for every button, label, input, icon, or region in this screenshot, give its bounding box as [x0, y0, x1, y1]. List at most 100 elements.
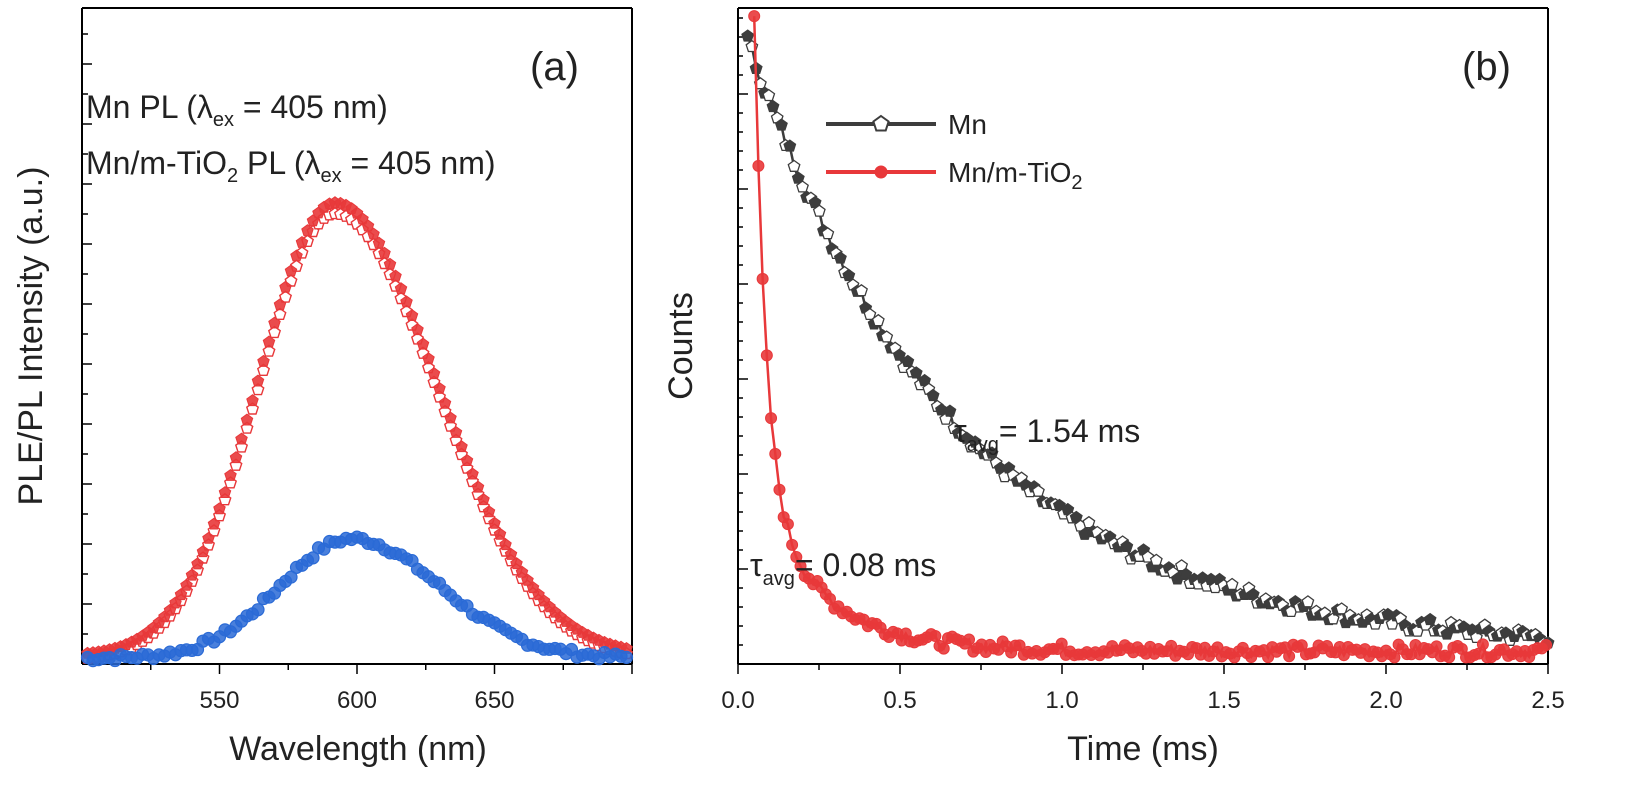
data-point-mn-pl — [218, 486, 232, 498]
data-point-mn — [1179, 567, 1193, 580]
legend-mn-label: Mn — [948, 109, 987, 140]
data-point-mn-pl-open — [256, 363, 271, 376]
data-point-mn — [766, 99, 780, 113]
data-point-mn-tio2 — [937, 642, 950, 655]
data-point-mn-pl — [405, 309, 419, 321]
data-point-mn-tio2 — [929, 629, 942, 642]
x-tick-label: 550 — [199, 687, 239, 714]
data-point-mn — [796, 180, 809, 193]
data-point-mn-pl — [185, 568, 199, 581]
data-point-mn-pl — [466, 467, 479, 480]
data-point-mn — [812, 204, 826, 217]
data-point-mn-pl — [180, 578, 193, 591]
data-point-mn-pl — [246, 394, 259, 407]
panel-b-legend: Mn Mn/m-TiO2 — [826, 109, 1083, 194]
data-point-mn-pl — [367, 227, 380, 240]
data-point-mn-tio2 — [963, 633, 976, 646]
data-point-mn-pl — [471, 480, 485, 493]
data-point-mn-pl — [394, 282, 408, 295]
data-point-mn — [1120, 539, 1134, 553]
data-point-mn — [1175, 559, 1189, 572]
x-tick-label: 1.5 — [1207, 687, 1240, 714]
data-point-mn — [892, 348, 906, 361]
data-point-mn-pl-open — [278, 290, 293, 303]
panel-a-annotation-mn-tio2: Mn/m-TiO2 PL (λex = 405 nm) — [86, 145, 496, 187]
data-point-mn-pl — [361, 219, 375, 232]
data-point-mn-pl — [449, 425, 463, 438]
data-point-mn — [985, 446, 999, 459]
data-point-mn — [1225, 577, 1239, 591]
data-point-mn-tio2-pl — [284, 570, 298, 584]
data-point-mn — [1423, 612, 1437, 626]
panel-a-y-ticks — [82, 33, 92, 635]
legend-mn-pentagon — [872, 114, 890, 132]
data-point-mn — [1335, 602, 1349, 615]
data-point-mn-pl — [515, 565, 529, 578]
panel-b-chart: 0.0 0.5 1.0 1.5 2.0 2.5 (b) Mn Mn/m-TiO2 τavg… — [662, 7, 1565, 768]
data-point-mn-tio2 — [1430, 640, 1443, 653]
panel-a-x-ticks: 550 600 650 — [150, 664, 633, 714]
legend-mn-tio2-label: Mn/m-TiO2 — [948, 157, 1083, 194]
data-point-mn-tio2 — [794, 560, 807, 573]
data-point-mn-tio2-pl — [251, 603, 265, 617]
panel-b-y-ticks — [738, 17, 748, 646]
data-point-mn-tio2 — [1540, 638, 1553, 651]
tau-avg-mn-tio2-annotation: τavg= 0.08 ms — [750, 547, 936, 590]
data-point-mn-pl — [207, 517, 221, 530]
data-point-mn — [774, 118, 788, 131]
data-point-mn — [854, 284, 868, 297]
data-point-mn-pl — [257, 354, 270, 367]
data-point-mn-tio2 — [748, 10, 761, 23]
data-point-mn-pl — [290, 249, 303, 262]
data-point-mn-tio2 — [756, 272, 769, 285]
data-point-mn — [741, 29, 755, 42]
data-point-mn-pl — [229, 451, 243, 464]
panel-a-label: (a) — [530, 45, 579, 89]
data-point-mn-pl — [262, 335, 276, 348]
data-point-mn-pl — [482, 505, 496, 518]
panel-a-chart: 550 600 650 (a) Mn PL (λex = 405 nm) Mn/m-… — [12, 7, 634, 768]
data-point-mn-tio2-pl — [619, 650, 634, 664]
data-point-mn-pl — [301, 224, 314, 237]
data-point-mn-pl — [268, 316, 281, 329]
data-point-mn-pl — [213, 502, 226, 515]
panel-a-y-axis-title: PLE/PL Intensity (a.u.) — [12, 167, 50, 506]
data-point-mn-pl — [235, 432, 248, 445]
data-point-mn-tio2 — [781, 518, 794, 531]
x-tick-label: 0.5 — [883, 687, 916, 714]
data-point-mn-pl — [284, 264, 298, 277]
data-point-mn — [762, 88, 776, 102]
data-point-mn-pl — [411, 323, 424, 336]
data-point-mn-tio2 — [1283, 650, 1296, 663]
data-point-mn — [909, 366, 923, 379]
data-point-mn-pl — [416, 337, 430, 350]
data-point-mn-pl — [196, 545, 210, 558]
panel-a-x-axis-title: Wavelength (nm) — [229, 730, 487, 768]
data-point-mn-tio2 — [773, 483, 786, 496]
panel-b-data-points — [741, 10, 1555, 664]
data-point-mn-pl — [499, 538, 512, 551]
legend-mn-tio2-circle — [874, 165, 888, 179]
data-point-mn — [880, 330, 894, 343]
panel-a-annotation-mn: Mn PL (λex = 405 nm) — [86, 89, 388, 131]
data-point-mn — [1031, 484, 1045, 497]
data-point-mn — [871, 313, 885, 327]
data-point-mn-tio2 — [1388, 651, 1401, 664]
data-point-mn-pl — [460, 454, 474, 466]
data-point-mn-pl — [510, 557, 523, 570]
data-point-mn-pl — [279, 280, 292, 293]
data-point-mn-pl — [477, 493, 490, 506]
data-point-mn-pl-open — [267, 325, 282, 339]
data-point-mn — [863, 307, 877, 321]
legend-mn-tio2-marker — [874, 165, 888, 179]
data-point-mn — [1149, 553, 1163, 566]
data-point-mn-pl — [488, 516, 501, 529]
x-tick-label: 0.0 — [721, 687, 754, 714]
tau-avg-mn-annotation: τavg= 1.54 ms — [954, 413, 1140, 456]
data-point-mn-tio2 — [786, 538, 799, 551]
data-point-mn-tio2-pl — [306, 551, 320, 565]
x-tick-label: 2.0 — [1369, 687, 1402, 714]
data-point-mn-pl — [174, 588, 188, 601]
data-point-mn-pl — [251, 374, 265, 387]
data-point-mn-pl — [383, 257, 397, 270]
